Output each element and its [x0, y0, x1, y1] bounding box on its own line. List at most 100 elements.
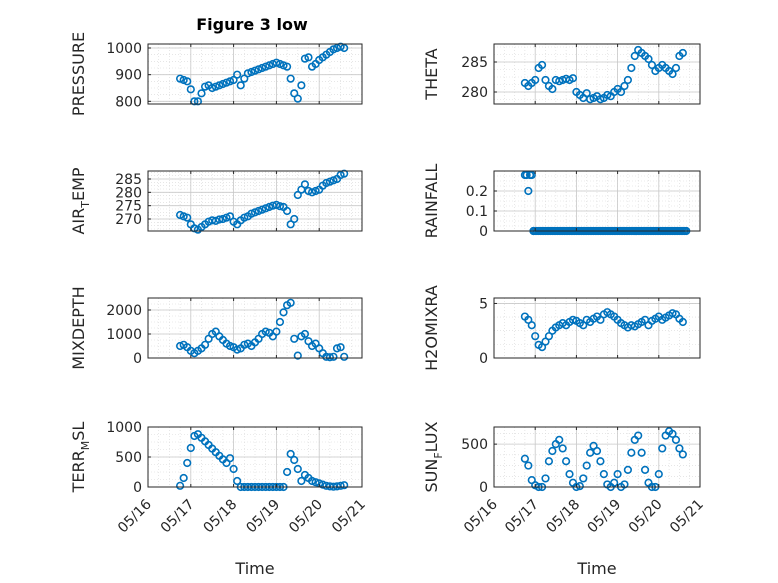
y-tick-label: 0 [479, 224, 488, 240]
data-point [555, 435, 564, 444]
data-point [644, 54, 653, 64]
y-tick-label: 0 [133, 351, 142, 367]
data-point [630, 51, 639, 61]
axes-frame [147, 297, 363, 359]
data-point [290, 455, 299, 465]
data-point [283, 467, 292, 477]
x-tick-label: 05/20 [286, 497, 326, 537]
data-markers [520, 427, 687, 492]
data-point [654, 470, 663, 479]
y-tick-label: 800 [115, 94, 142, 110]
y-tick-label: 285 [461, 55, 488, 71]
y-tick-label: 0 [133, 480, 142, 496]
y-tick-label: 0.1 [466, 204, 488, 220]
data-point [286, 298, 295, 307]
data-point [596, 457, 605, 466]
data-point [200, 340, 210, 349]
x-tick-label: 05/19 [243, 497, 283, 537]
x-tick-label: 05/18 [201, 497, 241, 537]
data-point [293, 94, 302, 103]
data-point [340, 481, 349, 490]
data-point [233, 70, 242, 79]
data-point [524, 461, 533, 470]
y-tick-label: 275 [115, 199, 142, 215]
data-point [300, 180, 310, 189]
data-point [225, 454, 235, 463]
data-point [286, 449, 295, 459]
x-tick-label: 05/17 [502, 497, 542, 537]
data-point [186, 443, 195, 453]
y-axis-label: TERRMSL [69, 422, 92, 494]
axes-frame [493, 43, 701, 105]
x-tick-label: 05/16 [115, 496, 155, 536]
data-point [229, 464, 238, 474]
data-markers [176, 42, 349, 106]
y-tick-label: 0 [479, 480, 488, 496]
data-point [623, 75, 633, 85]
data-point [307, 476, 317, 486]
data-point [183, 458, 192, 468]
data-point [325, 353, 335, 362]
data-point [286, 220, 295, 229]
y-tick-label: 1000 [106, 327, 142, 343]
data-point [616, 87, 626, 97]
data-point [599, 470, 608, 479]
y-axis-label: MIXDEPTH [69, 286, 88, 369]
x-axis-label: Time [576, 559, 616, 578]
x-tick-label: 05/16 [461, 496, 501, 536]
y-tick-label: 1000 [106, 420, 142, 436]
data-point [620, 480, 629, 489]
data-point [332, 344, 342, 353]
data-point [340, 43, 349, 53]
axes-frame [493, 426, 701, 488]
y-tick-label: 500 [461, 437, 488, 453]
data-point [179, 473, 188, 483]
data-markers [176, 298, 349, 362]
data-point [678, 48, 687, 58]
data-point [340, 169, 349, 178]
y-axis-label: THETA [422, 48, 441, 100]
y-tick-label: 5 [479, 296, 488, 312]
data-point [548, 446, 557, 456]
data-point [183, 77, 192, 86]
data-point [183, 213, 192, 222]
figure-title: Figure 3 low [196, 15, 308, 34]
data-point [290, 214, 299, 224]
data-point [272, 327, 281, 336]
data-point [225, 212, 235, 221]
axes-frame [493, 170, 701, 232]
data-point [527, 321, 536, 330]
data-point [544, 457, 554, 466]
data-point [565, 470, 574, 479]
data-markers [520, 45, 687, 104]
data-point [300, 329, 310, 339]
data-point [176, 481, 185, 490]
data-point [297, 476, 306, 486]
y-tick-label: 285 [115, 172, 142, 188]
data-point [233, 476, 242, 486]
x-tick-label: 05/21 [667, 497, 707, 537]
data-point [627, 63, 636, 73]
data-point [261, 327, 270, 336]
data-point [290, 89, 299, 98]
data-point [558, 444, 567, 453]
x-tick-label: 05/18 [543, 497, 583, 537]
data-point [286, 74, 295, 83]
data-point [293, 351, 302, 360]
data-point [678, 317, 687, 327]
data-point [336, 343, 345, 352]
y-axis-label: H2OMIXRA [422, 285, 441, 371]
data-point [275, 317, 285, 327]
data-point [293, 190, 302, 200]
subplot-sun_flux: 0 500 05/16 05/17 05/18 05/19 05/20 05/21 Time SU… [422, 421, 707, 578]
data-point [311, 478, 320, 487]
subplot-mixdepth: 0 1000 2000 MIXDEPTH [69, 286, 363, 370]
data-point [668, 69, 677, 79]
y-tick-label: 280 [115, 185, 142, 201]
data-point [541, 75, 550, 85]
data-point [637, 448, 646, 457]
data-point [640, 465, 650, 474]
x-tick-label: 05/19 [585, 497, 625, 537]
y-axis-label: RAINFALL [422, 164, 441, 239]
